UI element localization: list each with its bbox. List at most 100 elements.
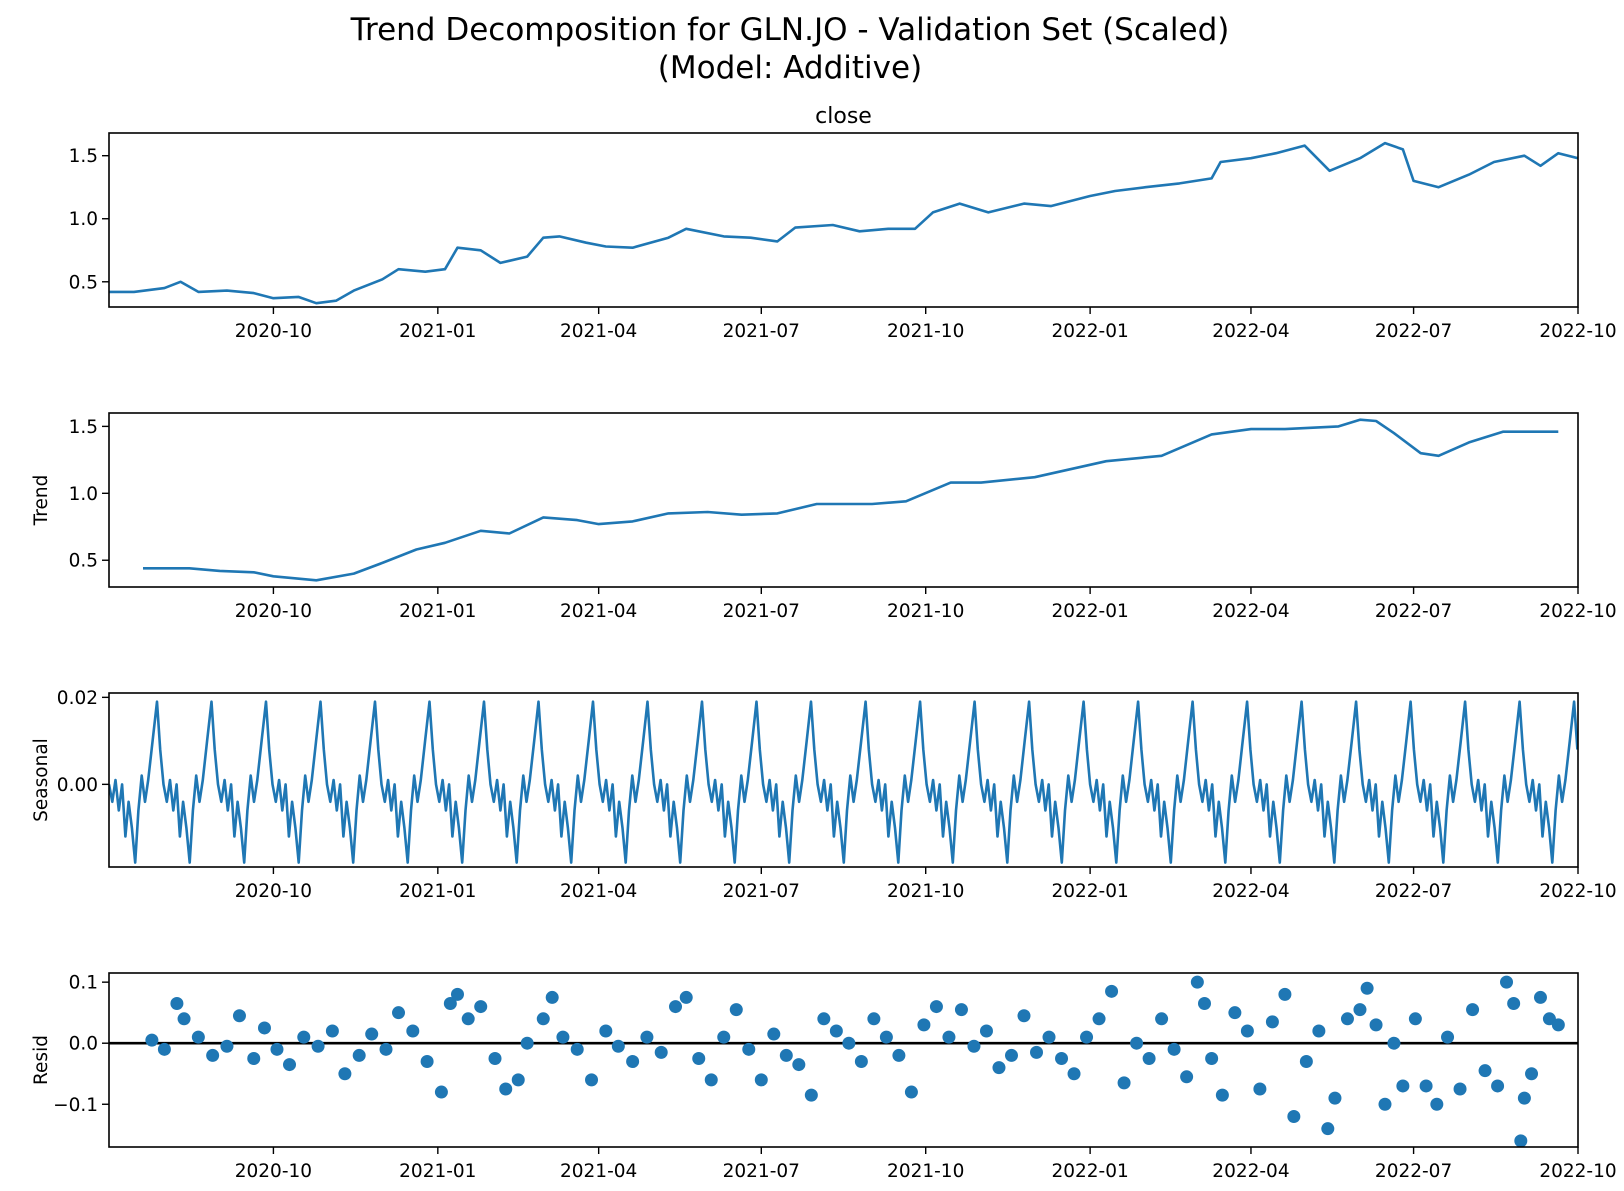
panel-3-data	[109, 975, 1578, 1147]
resid-point	[1340, 1012, 1354, 1026]
resid-point	[767, 1027, 781, 1041]
panel-1-ylabel: Trend	[31, 475, 52, 527]
resid-point	[754, 1073, 768, 1087]
resid-point	[640, 1030, 654, 1044]
resid-point	[1551, 1018, 1565, 1032]
resid-point	[1004, 1048, 1018, 1062]
resid-point	[1105, 984, 1119, 998]
xtick-label: 2022-07	[1375, 1161, 1452, 1182]
resid-point	[1328, 1091, 1342, 1105]
ytick-label: 1.0	[69, 484, 98, 505]
resid-point	[1525, 1067, 1539, 1081]
resid-point	[352, 1048, 366, 1062]
resid-point	[829, 1024, 843, 1038]
resid-point	[420, 1055, 434, 1069]
panel-3: Resid 0.1 0.0 −0.1 2020-10 2021-01 2021-04 2021…	[31, 972, 1617, 1182]
resid-point	[1453, 1082, 1467, 1096]
resid-point	[804, 1088, 818, 1102]
resid-point	[611, 1039, 625, 1053]
resid-point	[247, 1051, 261, 1065]
resid-point	[1441, 1030, 1455, 1044]
resid-point	[325, 1024, 339, 1038]
xtick-label: 2021-04	[560, 321, 637, 342]
xtick-label: 2021-07	[723, 1161, 800, 1182]
figure-title-line1: Trend Decomposition for GLN.JO - Validat…	[350, 12, 1230, 48]
panel-0-frame	[108, 132, 1579, 308]
xtick-label: 2022-04	[1212, 601, 1289, 622]
resid-point	[842, 1036, 856, 1050]
resid-point	[257, 1021, 271, 1035]
xtick-label: 2021-01	[399, 1161, 476, 1182]
resid-point	[145, 1033, 159, 1047]
resid-point	[220, 1039, 234, 1053]
resid-point	[929, 1000, 943, 1014]
resid-point	[1299, 1055, 1313, 1069]
panel-2-ylabel: Seasonal	[31, 738, 52, 822]
resid-point	[488, 1051, 502, 1065]
xtick-label: 2021-04	[560, 1161, 637, 1182]
xtick-label: 2022-01	[1051, 1161, 1128, 1182]
resid-point	[1253, 1082, 1267, 1096]
resid-point	[867, 1012, 881, 1026]
xtick-label: 2021-10	[887, 321, 964, 342]
resid-point	[311, 1039, 325, 1053]
resid-point	[1240, 1024, 1254, 1038]
resid-point	[1167, 1042, 1181, 1056]
xtick-label: 2020-10	[235, 1161, 312, 1182]
panel-3-frame	[108, 972, 1579, 1148]
xtick-label: 2022-01	[1051, 601, 1128, 622]
xtick-label: 2021-01	[399, 881, 476, 902]
resid-point	[1092, 1012, 1106, 1026]
resid-point	[1369, 1018, 1383, 1032]
ytick-label: 0.00	[57, 775, 98, 796]
resid-point	[654, 1045, 668, 1059]
resid-point	[170, 997, 184, 1011]
resid-point	[365, 1027, 379, 1041]
resid-point	[1507, 997, 1521, 1011]
xtick-label: 2021-01	[399, 321, 476, 342]
resid-point	[338, 1067, 352, 1081]
resid-point	[1197, 997, 1211, 1011]
resid-point	[704, 1073, 718, 1087]
xtick-label: 2021-10	[887, 881, 964, 902]
resid-point	[1466, 1003, 1480, 1017]
ytick-label: 0.0	[69, 1034, 98, 1055]
resid-point	[499, 1082, 513, 1096]
resid-point	[817, 1012, 831, 1026]
figure-title-line2: (Model: Additive)	[658, 50, 922, 86]
ytick-label: 0.02	[57, 688, 98, 709]
xtick-label: 2022-01	[1051, 321, 1128, 342]
panel-3-ylabel: Resid	[31, 1035, 52, 1085]
resid-point	[942, 1030, 956, 1044]
resid-point	[232, 1009, 246, 1023]
resid-point	[1017, 1009, 1031, 1023]
xtick-label: 2022-07	[1375, 881, 1452, 902]
resid-point	[1080, 1030, 1094, 1044]
resid-point	[191, 1030, 205, 1044]
resid-point	[474, 1000, 488, 1014]
resid-point	[742, 1042, 756, 1056]
resid-point	[1517, 1091, 1531, 1105]
resid-point	[434, 1085, 448, 1099]
xtick-label: 2022-10	[1539, 1161, 1616, 1182]
resid-point	[1265, 1015, 1279, 1029]
xtick-label: 2021-10	[887, 601, 964, 622]
resid-point	[585, 1073, 599, 1087]
xtick-label: 2021-04	[560, 881, 637, 902]
series-line	[143, 418, 1559, 582]
resid-point	[406, 1024, 420, 1038]
xtick-label: 2021-07	[723, 881, 800, 902]
resid-point	[1514, 1134, 1528, 1147]
resid-point	[1478, 1064, 1492, 1078]
panel-0-data	[109, 141, 1578, 305]
xtick-label: 2022-04	[1212, 881, 1289, 902]
resid-point	[599, 1024, 613, 1038]
resid-point	[206, 1048, 220, 1062]
resid-point	[1533, 990, 1547, 1004]
resid-point	[1396, 1079, 1410, 1093]
xtick-label: 2021-07	[723, 601, 800, 622]
resid-point	[626, 1055, 640, 1069]
resid-point	[1205, 1051, 1219, 1065]
resid-point	[1042, 1030, 1056, 1044]
resid-point	[157, 1042, 171, 1056]
